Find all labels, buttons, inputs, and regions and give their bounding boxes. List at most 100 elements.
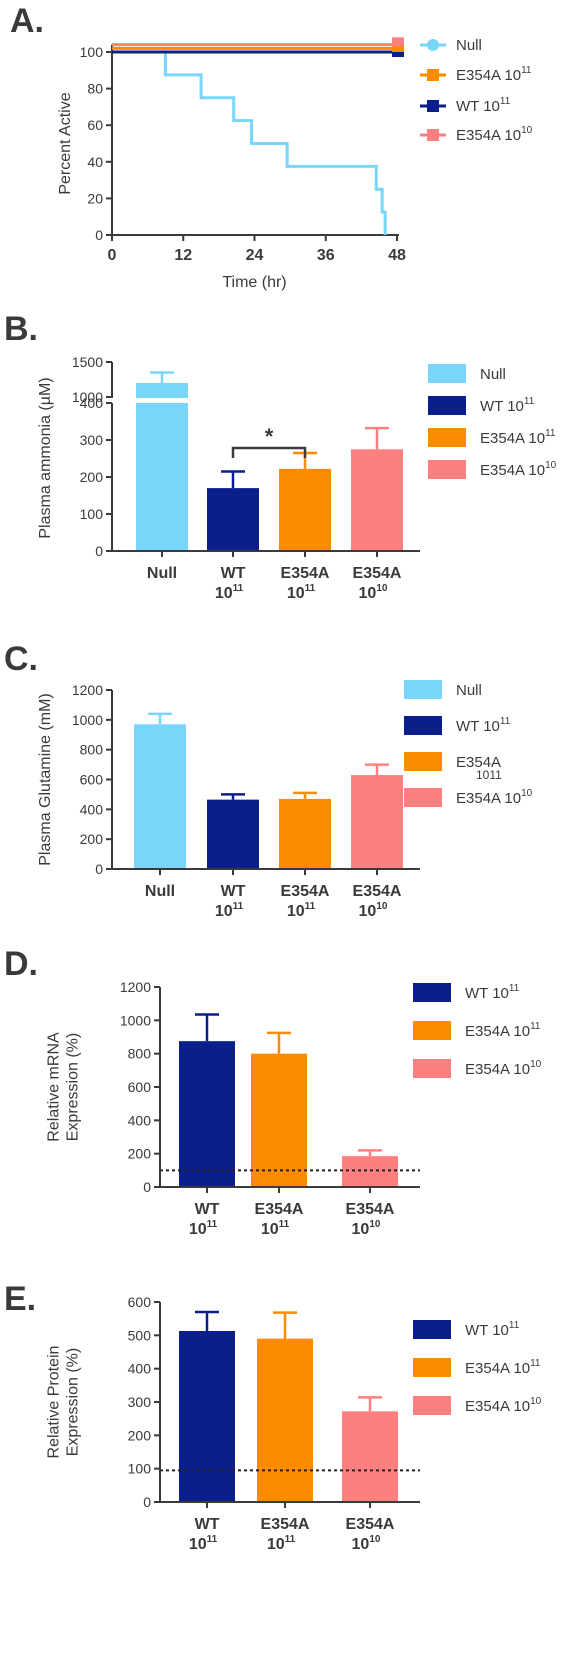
- legend-swatch-null: [428, 364, 466, 383]
- y-tick-label: 0: [95, 543, 103, 559]
- category-label-exp: 1011: [215, 901, 244, 920]
- category-label-exp: 1011: [189, 1534, 218, 1553]
- y-tick-label: 400: [128, 1361, 152, 1377]
- panel-e: E. 0 100 200 300 400 500 600 WT 1011 E354A 1011 E35…: [0, 1280, 579, 1654]
- y-tick-label: 600: [80, 772, 104, 788]
- panel-a: A. 0 20 40 60 80 100 0 12 24 36 48 Time (hr) Percent…: [0, 0, 579, 300]
- y-axis-label: Plasma Glutamine (mM): [37, 693, 54, 865]
- legend-label-null: Null: [456, 37, 482, 54]
- category-label-exp: 1011: [261, 1219, 290, 1238]
- y-tick-label: 100: [128, 1461, 152, 1477]
- legend-marker-e354a10: [427, 129, 439, 141]
- bar-wt: [179, 1331, 235, 1502]
- x-tick-label: 12: [174, 247, 192, 264]
- legend-swatch-wt: [413, 983, 451, 1002]
- category-label-exp: 1011: [287, 583, 316, 602]
- y-tick-label: 0: [143, 1179, 151, 1195]
- category-label-exp: 1011: [189, 1219, 218, 1238]
- legend-label-e354a10: E354A 1010: [465, 1059, 542, 1078]
- y-tick-label: 20: [87, 190, 103, 206]
- legend-swatch-wt: [404, 716, 442, 735]
- legend-label-e354a11: E354A 1011: [465, 1358, 541, 1377]
- y-tick-label: 200: [128, 1146, 152, 1162]
- legend-marker-null: [427, 39, 439, 51]
- category-label: E354A: [281, 883, 330, 900]
- bar-e354a10: [351, 449, 403, 551]
- y-tick-label: 40: [87, 154, 103, 170]
- y-axis-label: Relative mRNA: [46, 1032, 63, 1142]
- legend-label-wt: WT 1011: [465, 983, 520, 1002]
- y-tick-label: 400: [128, 1112, 152, 1128]
- panel-c: C. 0 200 400 600 800 1000 1200 Null WT 1011 E354A 1…: [0, 640, 579, 940]
- x-tick-label: 24: [246, 247, 264, 264]
- bar-wt: [179, 1041, 235, 1187]
- y-axis-label: Expression (%): [65, 1033, 82, 1141]
- y-axis-label: Relative Protein: [46, 1346, 63, 1459]
- bar-e354a11: [251, 1053, 307, 1187]
- bar-e354a10: [342, 1156, 398, 1187]
- legend-label-wt: WT 1011: [456, 96, 511, 115]
- y-axis-label: Plasma ammonia (µM): [37, 377, 54, 538]
- y-tick-label: 300: [80, 432, 104, 448]
- legend-label-e354a10: E354A 1010: [465, 1396, 542, 1415]
- legend-swatch-e354a11: [413, 1358, 451, 1377]
- bar-e354a11: [279, 468, 331, 551]
- category-label-exp: 1010: [352, 1534, 381, 1553]
- legend-marker-e354a11: [427, 69, 439, 81]
- end-marker-e354a10: [392, 37, 404, 48]
- bar-null: [134, 724, 186, 869]
- category-label: E354A: [261, 1516, 310, 1533]
- y-tick-label: 400: [80, 395, 104, 411]
- panel-label-e: E.: [4, 1280, 37, 1318]
- legend-label-wt: WT 1011: [465, 1320, 520, 1339]
- bar-wt: [207, 488, 259, 551]
- category-label-exp: 1011: [287, 901, 316, 920]
- y-tick-label: 1000: [120, 1012, 151, 1028]
- y-tick-label: 400: [80, 801, 104, 817]
- bar-e354a10: [351, 775, 403, 869]
- y-tick-label: 600: [128, 1079, 152, 1095]
- category-label-exp: 1010: [352, 1219, 381, 1238]
- y-axis-label: Expression (%): [65, 1348, 82, 1456]
- legend-swatch-e354a10: [404, 788, 442, 807]
- x-tick-label: 0: [108, 247, 117, 264]
- category-label-exp: 1010: [359, 583, 388, 602]
- category-label: E354A: [353, 883, 402, 900]
- panel-label-d: D.: [4, 945, 38, 983]
- legend-label-wt: WT 1011: [456, 716, 511, 735]
- y-tick-label: 0: [143, 1494, 151, 1510]
- panel-d: D. 0 200 400 600 800 1000 1200 WT 1011 E354A 1011 E…: [0, 945, 579, 1245]
- panel-b: B. 0 100 200 300 400 1000 1500 Null WT 1011 E354A 1…: [0, 310, 579, 610]
- x-axis-label: Time (hr): [222, 274, 286, 291]
- legend-marker-wt: [427, 100, 439, 112]
- y-tick-label: 60: [87, 117, 103, 133]
- panel-label-a: A.: [10, 2, 44, 40]
- protein-chart: 0100200300400500600WT1011E354A1011E354A1…: [46, 1294, 542, 1553]
- x-tick-label: 36: [317, 247, 335, 264]
- legend-label-e354a11: E354A 1011: [456, 754, 502, 782]
- legend-label-wt: WT 1011: [480, 396, 535, 415]
- legend-swatch-wt: [413, 1320, 451, 1339]
- y-tick-label: 1200: [120, 979, 151, 995]
- category-label: E354A: [346, 1516, 395, 1533]
- y-tick-label: 800: [80, 742, 104, 758]
- legend-label-e354a11: E354A 1011: [480, 428, 556, 447]
- y-tick-label: 200: [80, 469, 104, 485]
- category-label: WT: [221, 565, 246, 582]
- x-tick-label: 48: [388, 247, 406, 264]
- category-label-exp: 1011: [215, 583, 244, 602]
- y-tick-label: 1200: [72, 682, 103, 698]
- y-tick-label: 300: [128, 1394, 152, 1410]
- bar-e354a11: [257, 1338, 313, 1502]
- category-label-exp: 1010: [359, 901, 388, 920]
- significance-bracket: [231, 446, 307, 458]
- category-label: E354A: [281, 565, 330, 582]
- end-marker-wt: [392, 52, 404, 57]
- survival-chart: 0 20 40 60 80 100 0 12 24 36 48 Time (hr) Percent Ac…: [57, 37, 533, 291]
- legend-label-e354a11: E354A 1011: [465, 1021, 541, 1040]
- bar-wt: [207, 799, 259, 869]
- legend-swatch-e354a10: [413, 1059, 451, 1078]
- legend-swatch-e354a11: [428, 428, 466, 447]
- y-tick-label: 1500: [72, 354, 103, 370]
